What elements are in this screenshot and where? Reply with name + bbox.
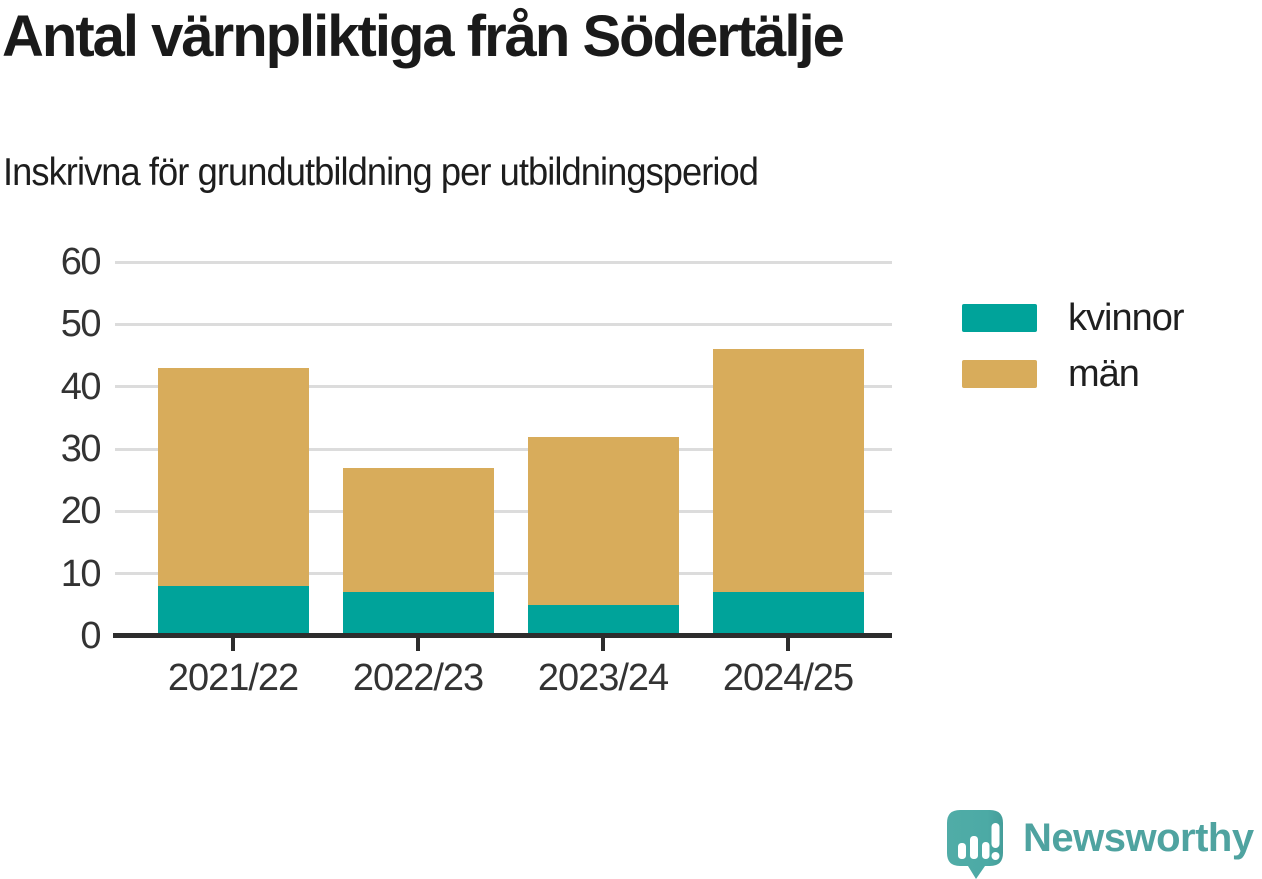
- bar-2022/23: [342, 262, 494, 636]
- gridline-60: [115, 260, 892, 264]
- bar-segment-män-2024/25: [712, 349, 864, 593]
- y-tick-label-40: 40: [60, 365, 102, 408]
- y-tick-label-0: 0: [80, 615, 101, 657]
- gridline-10: [115, 572, 892, 576]
- y-tick-label-30: 30: [60, 428, 102, 470]
- x-tick-2023/24: [601, 638, 605, 651]
- legend-item-kvinnor: kvinnor: [962, 299, 1184, 337]
- bar-2024/25: [712, 262, 864, 636]
- x-tick-2021/22: [231, 638, 235, 651]
- gridline-30: [115, 447, 892, 451]
- legend-swatch-män: [962, 360, 1037, 388]
- legend-label-män: män: [1068, 353, 1140, 395]
- bar-segment-kvinnor-2023/24: [527, 604, 679, 636]
- plot-area: [115, 260, 892, 636]
- gridline-20: [115, 509, 892, 513]
- y-tick-label-10: 10: [60, 552, 102, 595]
- x-axis-line: [113, 633, 892, 638]
- legend-item-män: män: [962, 355, 1184, 393]
- bar-segment-kvinnor-2021/22: [157, 586, 309, 636]
- x-tick-label-2023/24: 2023/24: [537, 657, 669, 699]
- bar-segment-kvinnor-2022/23: [342, 592, 494, 636]
- x-tick-label-2024/25: 2024/25: [722, 657, 854, 699]
- bar-segment-män-2023/24: [527, 436, 679, 605]
- bar-segment-män-2022/23: [342, 467, 494, 593]
- bar-2021/22: [157, 262, 309, 636]
- legend-label-kvinnor: kvinnor: [1068, 297, 1184, 339]
- newsworthy-logo-icon: [947, 810, 1003, 879]
- bar-segment-män-2021/22: [157, 367, 309, 587]
- y-tick-label-60: 60: [60, 241, 102, 283]
- x-tick-label-2022/23: 2022/23: [352, 657, 484, 699]
- newsworthy-logo-text: Newsworthy: [1023, 816, 1254, 860]
- bar-2023/24: [527, 262, 679, 636]
- y-tick-label-20: 20: [60, 490, 102, 533]
- x-tick-label-2021/22: 2021/22: [167, 657, 299, 699]
- gridline-50: [115, 322, 892, 326]
- chart-title: Antal värnpliktiga från Södertälje: [2, 4, 845, 69]
- x-tick-2022/23: [416, 638, 420, 651]
- legend-swatch-kvinnor: [962, 304, 1037, 332]
- chart-subtitle: Inskrivna för grundutbildning per utbild…: [3, 151, 759, 194]
- y-axis-labels: 0 10 20 30 40 50 60: [0, 241, 102, 657]
- legend: kvinnor män: [962, 299, 1184, 393]
- branding: Newsworthy: [947, 809, 1254, 879]
- bar-segment-kvinnor-2024/25: [712, 592, 864, 636]
- y-tick-label-50: 50: [60, 303, 102, 346]
- x-tick-2024/25: [786, 638, 790, 651]
- gridline-40: [115, 385, 892, 389]
